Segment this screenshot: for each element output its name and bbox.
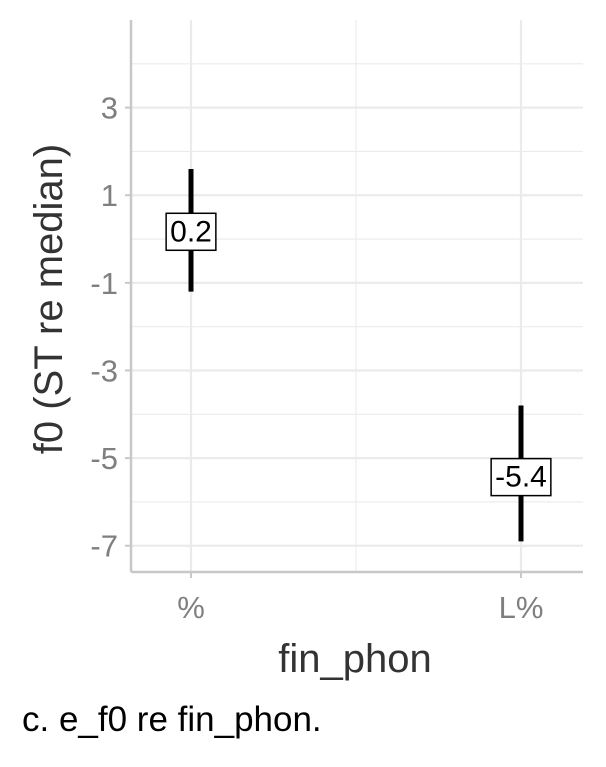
x-tick-label: % bbox=[177, 590, 205, 625]
y-axis-ticks: 3 1 -1 -3 -5 -7 bbox=[90, 91, 131, 564]
x-tick-label: L% bbox=[499, 590, 544, 625]
y-tick-label: 1 bbox=[101, 178, 118, 213]
x-axis-title: fin_phon bbox=[278, 637, 431, 681]
data-label: 0.2 bbox=[165, 212, 217, 252]
y-tick-label: -5 bbox=[90, 441, 118, 476]
figure-caption: c. e_f0 re fin_phon. bbox=[22, 700, 322, 739]
y-tick-label: -3 bbox=[90, 353, 118, 388]
y-tick-label: -1 bbox=[90, 266, 118, 301]
chart: 3 1 -1 -3 -5 -7 % L% 0.2 -5.4 fin_phon f0 (ST r… bbox=[27, 20, 583, 681]
data-label-text: -5.4 bbox=[495, 461, 547, 494]
y-tick-label: 3 bbox=[101, 91, 118, 126]
x-axis-ticks: % L% bbox=[177, 572, 543, 625]
data-label: -5.4 bbox=[490, 457, 552, 497]
data-label-text: 0.2 bbox=[170, 215, 212, 248]
y-axis-title: f0 (ST re median) bbox=[27, 144, 71, 455]
data-label-box bbox=[165, 212, 217, 252]
data-labels: 0.2 -5.4 bbox=[165, 212, 552, 497]
data-label-box bbox=[490, 457, 552, 497]
y-tick-label: -7 bbox=[90, 529, 118, 564]
